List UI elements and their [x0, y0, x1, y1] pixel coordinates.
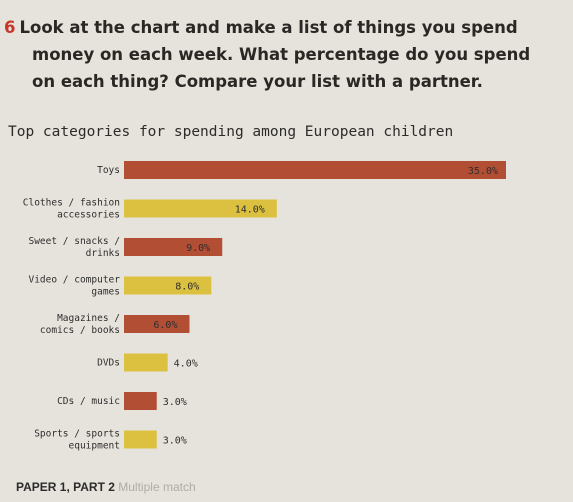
- value-label: 14.0%: [235, 205, 265, 216]
- category-label: Sweet / snacks / drinks: [28, 236, 120, 259]
- bar: [124, 161, 506, 179]
- instruction-line-3: on each thing? Compare your list with a …: [32, 72, 483, 91]
- value-label: 8.0%: [175, 282, 199, 293]
- chart-title: Top categories for spending among Europe…: [8, 124, 454, 140]
- category-label: Magazines / comics / books: [40, 313, 120, 336]
- category-label: CDs / music: [57, 396, 120, 407]
- bar: [124, 353, 168, 372]
- value-label: 35.0%: [468, 166, 498, 177]
- value-label: 6.0%: [153, 320, 177, 331]
- exercise-number: 6: [4, 18, 16, 37]
- instruction-line-1: 6 Look at the chart and make a list of th…: [4, 18, 518, 37]
- footer-section: PAPER 1, PART 2: [16, 480, 115, 494]
- value-label: 4.0%: [174, 359, 198, 370]
- bar: [124, 238, 223, 256]
- category-label: Sports / sports equipment: [34, 429, 120, 452]
- footer-task: Multiple match: [118, 480, 196, 494]
- category-label: Video / computer games: [28, 275, 120, 298]
- exercise-instructions: 6 Look at the chart and make a list of th…: [4, 14, 564, 95]
- value-label: 3.0%: [163, 436, 187, 447]
- instruction-line-2: money on each week. What percentage do y…: [32, 45, 531, 64]
- bar: [124, 430, 157, 449]
- bar: [124, 199, 277, 218]
- category-label: Clothes / fashion accessories: [23, 198, 120, 221]
- bar: [124, 315, 190, 333]
- page-footer: PAPER 1, PART 2 Multiple match: [16, 480, 196, 494]
- value-label: 3.0%: [163, 397, 187, 408]
- value-label: 9.0%: [186, 243, 210, 254]
- bar: [124, 276, 212, 295]
- bar: [124, 392, 157, 410]
- category-label: DVDs: [97, 358, 120, 369]
- spending-bar-chart: Toys 35.0% Clothes / fashion accessories 14.…: [23, 161, 506, 452]
- category-label: Toys: [97, 165, 120, 176]
